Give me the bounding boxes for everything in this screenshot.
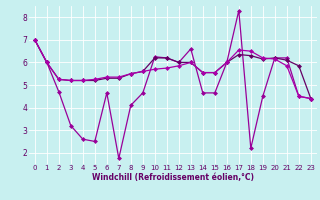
X-axis label: Windchill (Refroidissement éolien,°C): Windchill (Refroidissement éolien,°C): [92, 173, 254, 182]
